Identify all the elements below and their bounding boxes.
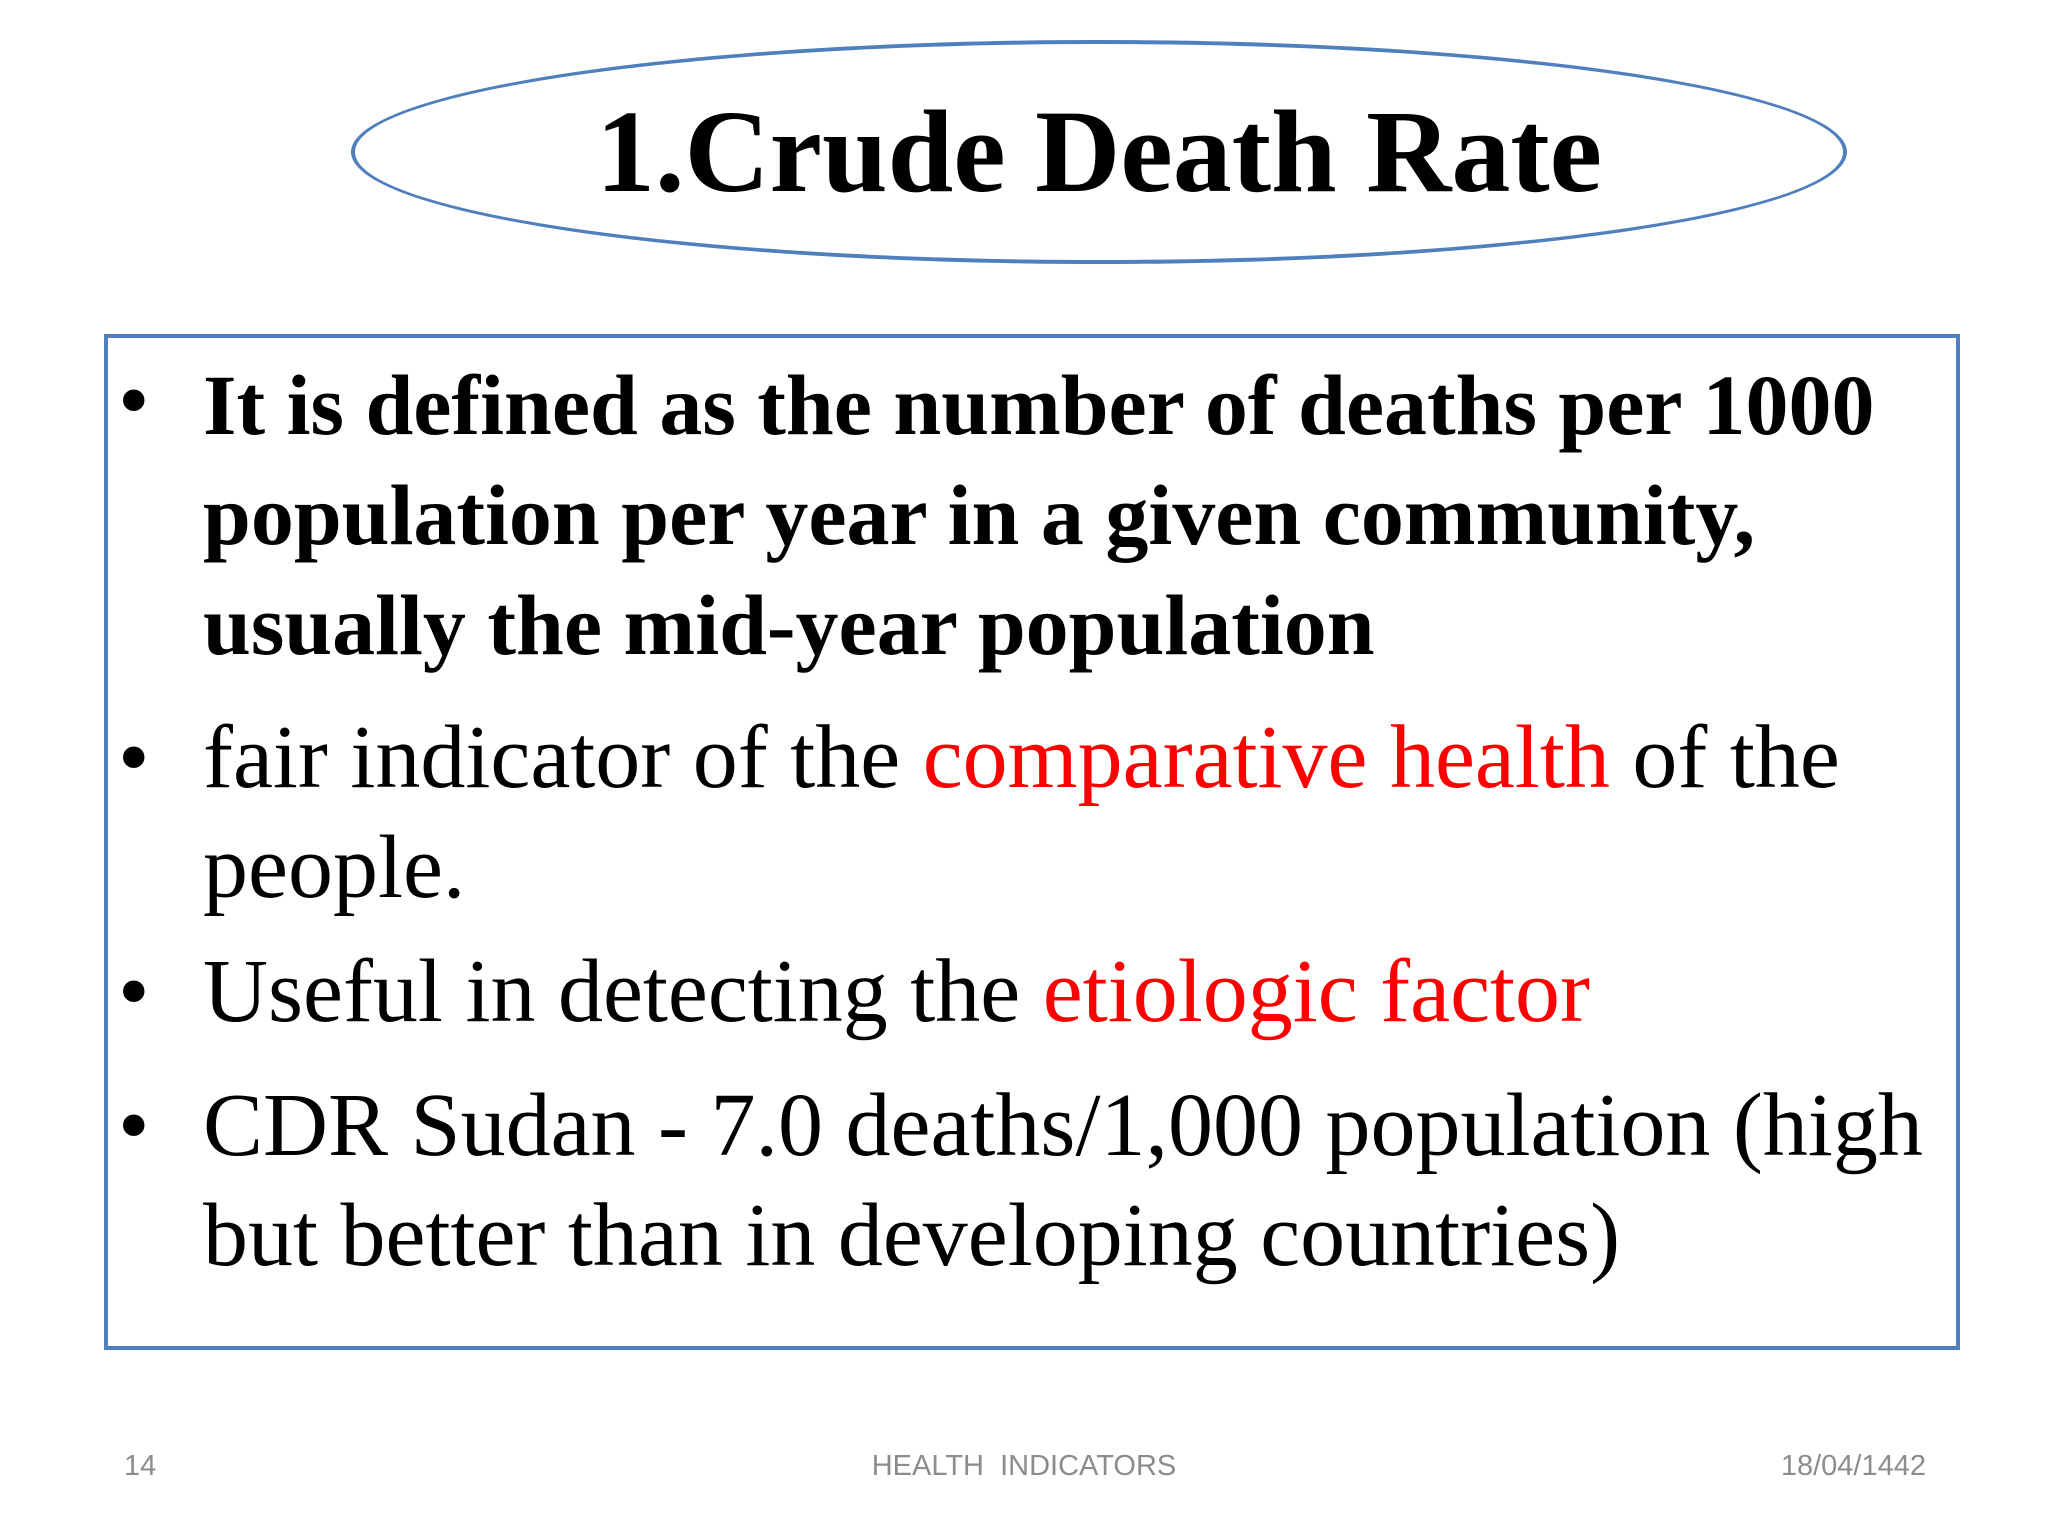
bullet-text-part: Useful in detecting the — [203, 942, 1043, 1041]
highlight-etiologic-factor: etiologic factor — [1042, 942, 1591, 1041]
title-ellipse — [351, 40, 1847, 264]
bullet-text-part: fair indicator of the — [203, 708, 923, 807]
bullet-marker: • — [118, 708, 150, 807]
footer-title: HEALTH INDICATORS — [871, 1450, 1177, 1482]
slide-number: 14 — [124, 1450, 157, 1482]
bullet-indicator: fair indicator of the comparative health… — [203, 703, 1948, 923]
bullet-cdr-sudan: CDR Sudan - 7.0 deaths/1,000 population … — [203, 1076, 1923, 1285]
bullet-marker: • — [118, 1076, 150, 1175]
bullet-useful: Useful in detecting the etiologic factor — [203, 937, 1948, 1047]
slide-title: 1.Crude Death Rate — [595, 86, 1603, 217]
highlight-comparative-health: comparative health — [922, 708, 1610, 807]
content-box — [104, 334, 1960, 1350]
bullet-definition: It is defined as the number of deaths pe… — [203, 357, 1875, 673]
bullet-marker: • — [118, 942, 150, 1041]
bullet-marker: • — [118, 351, 150, 450]
bullet-text-part: of the people. — [203, 708, 1840, 917]
slide-date: 18/04/1442 — [1780, 1450, 1926, 1482]
